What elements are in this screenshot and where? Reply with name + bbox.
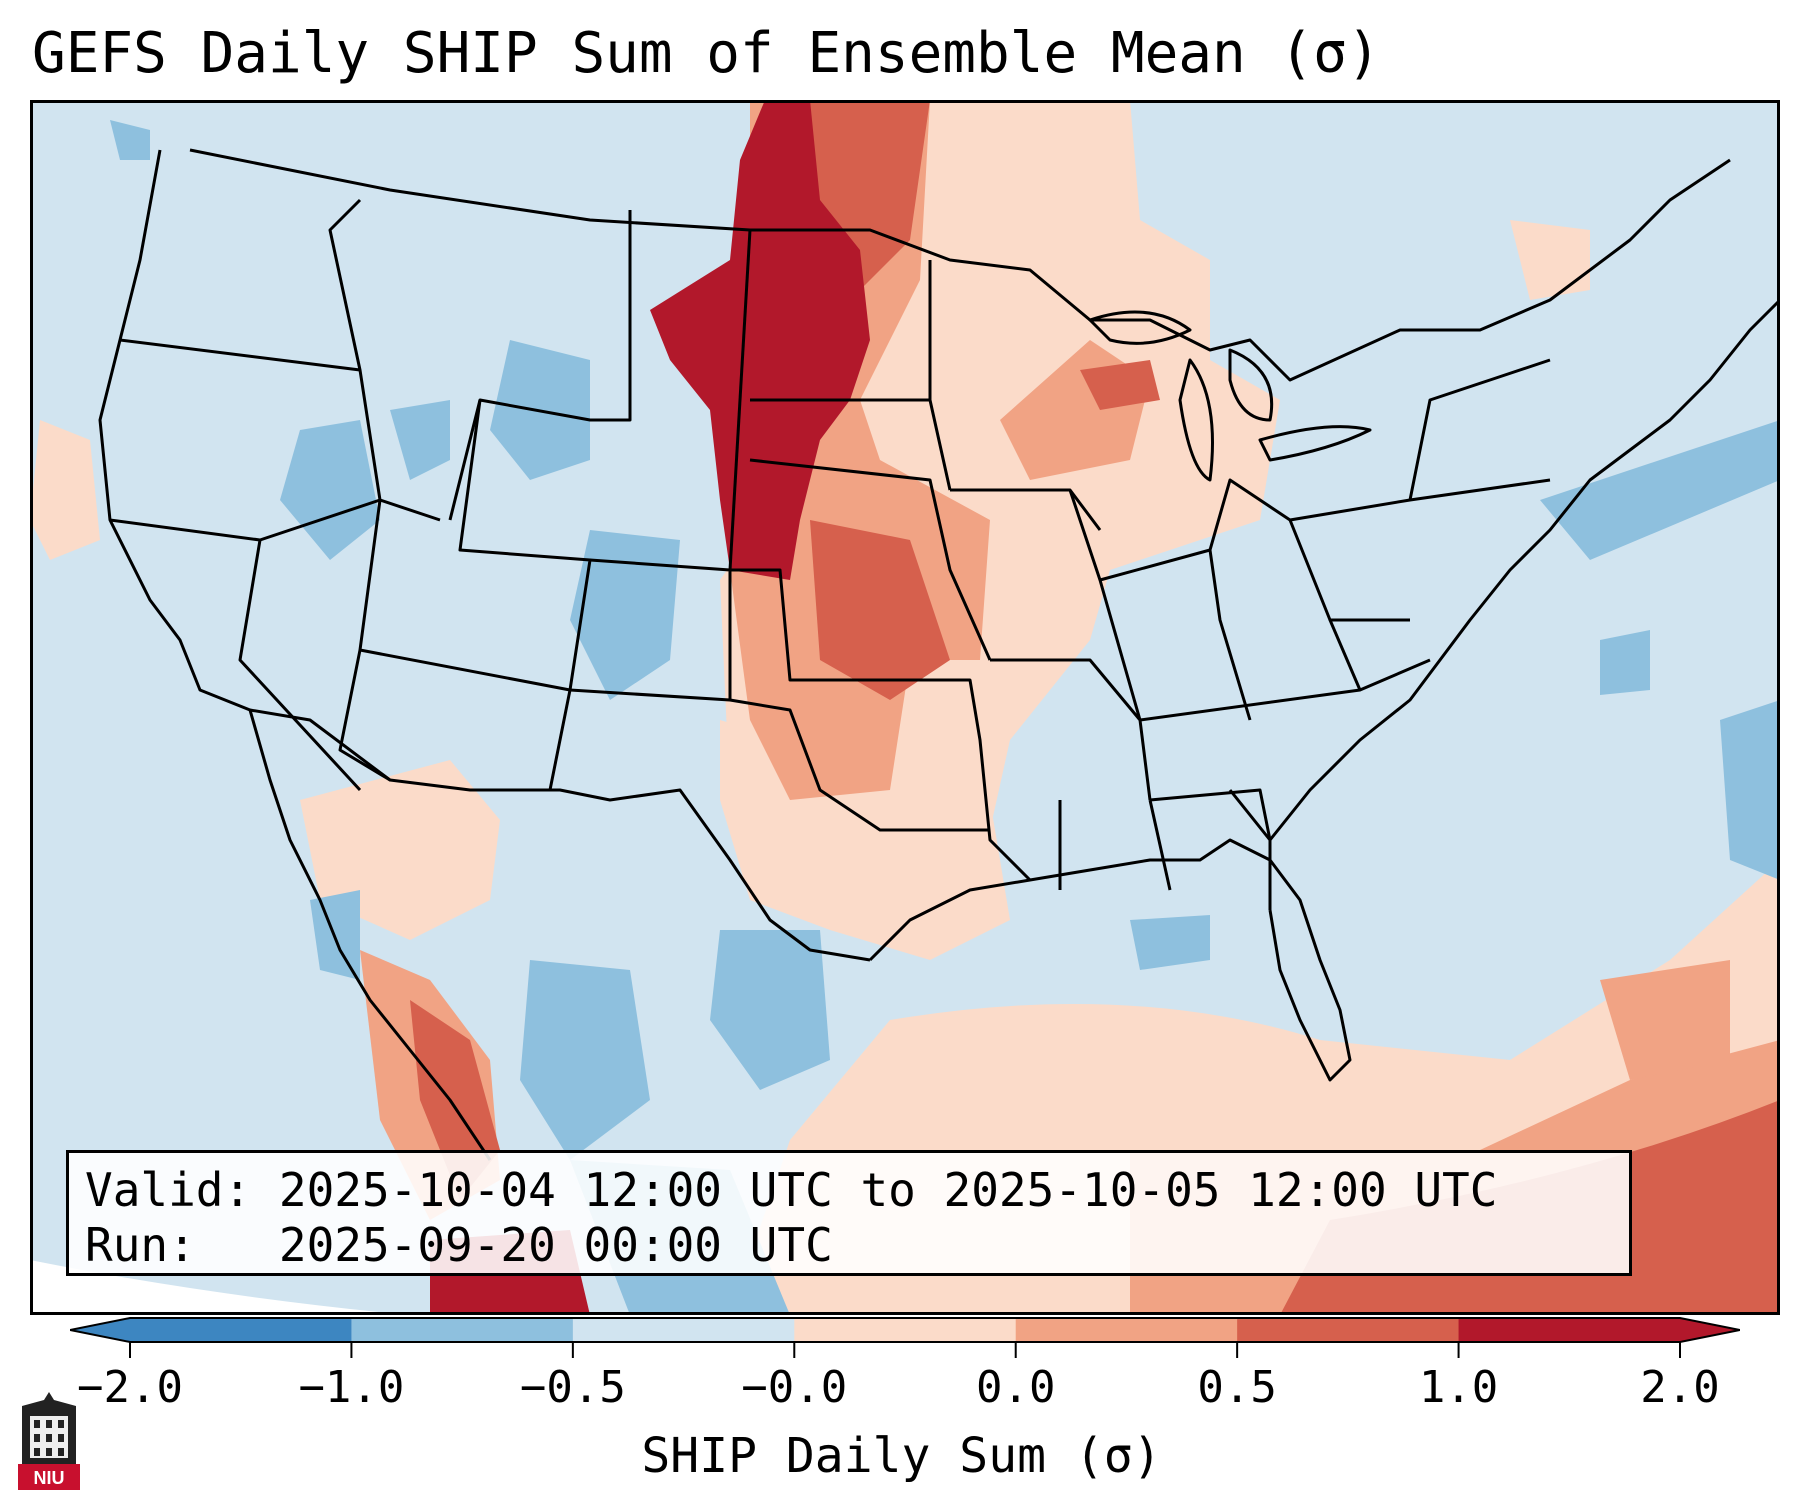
colorbar-tick-label: 2.0 — [1640, 1362, 1720, 1413]
niu-logo-icon: NIU — [18, 1392, 80, 1490]
valid-run-info-box: Valid: 2025-10-04 12:00 UTC to 2025-10-0… — [66, 1150, 1632, 1276]
lake-michigan — [1178, 358, 1214, 482]
logo-text: NIU — [34, 1468, 65, 1488]
colorbar-segment — [1237, 1318, 1460, 1342]
west-coast — [98, 149, 492, 1161]
colorbar-label: SHIP Daily Sum (σ) — [641, 1428, 1162, 1484]
colorbar-tick-label: −0.5 — [519, 1362, 626, 1413]
east-coast — [1268, 298, 1780, 910]
lake-erie — [1258, 425, 1372, 462]
colorbar-tick-label: −1.0 — [298, 1362, 405, 1413]
us-mexico-border — [249, 708, 871, 962]
colorbar-tick-label: −2.0 — [77, 1362, 183, 1413]
valid-value: 2025-10-04 12:00 UTC to 2025-10-05 12:00… — [278, 1163, 1498, 1217]
political-boundaries — [98, 148, 1780, 1161]
colorbar — [70, 1314, 1740, 1364]
colorbar-segment — [572, 1318, 795, 1342]
map-panel — [30, 100, 1780, 1315]
colorbar-segment — [130, 1318, 352, 1342]
colorbar-segment — [1015, 1318, 1238, 1342]
colorbar-segment — [1458, 1318, 1681, 1342]
colorbar-svg — [70, 1317, 1740, 1358]
colorbar-tick-label: 0.5 — [1197, 1362, 1277, 1413]
colorbar-segment — [351, 1318, 574, 1342]
run-label: Run: — [85, 1218, 196, 1272]
lake-superior — [1088, 310, 1192, 345]
colorbar-tick-label: 1.0 — [1418, 1362, 1499, 1413]
colorbar-segment — [794, 1318, 1017, 1342]
colorbar-tick-label: −0.0 — [741, 1362, 848, 1413]
colorbar-tick-label: 0.0 — [975, 1362, 1056, 1413]
colorbar-extend-high — [1680, 1318, 1740, 1342]
colorbar-extend-low — [70, 1318, 130, 1342]
valid-label: Valid: — [85, 1163, 252, 1217]
map-title: GEFS Daily SHIP Sum of Ensemble Mean (σ) — [32, 21, 1381, 86]
ship-anomaly-map — [30, 100, 1780, 1315]
run-value: 2025-09-20 00:00 UTC — [278, 1218, 833, 1272]
map-frame — [30, 100, 1780, 1315]
lake-huron — [1228, 348, 1274, 422]
